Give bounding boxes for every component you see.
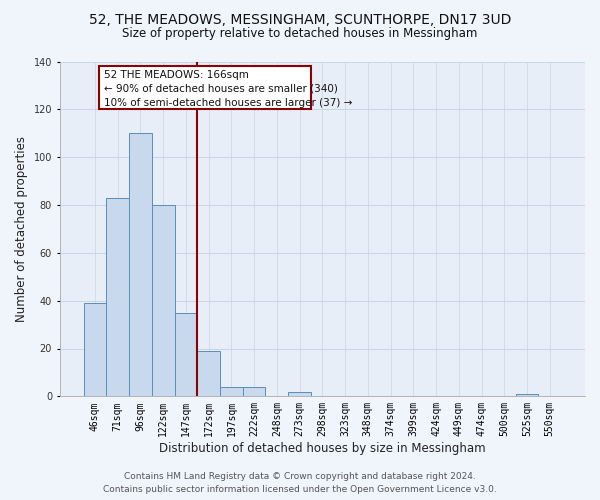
Bar <box>152 205 175 396</box>
Bar <box>129 133 152 396</box>
Bar <box>83 303 106 396</box>
Bar <box>106 198 129 396</box>
Text: 52 THE MEADOWS: 166sqm
← 90% of detached houses are smaller (340)
10% of semi-de: 52 THE MEADOWS: 166sqm ← 90% of detached… <box>104 70 352 108</box>
Bar <box>515 394 538 396</box>
Bar <box>220 387 243 396</box>
FancyBboxPatch shape <box>99 66 311 110</box>
X-axis label: Distribution of detached houses by size in Messingham: Distribution of detached houses by size … <box>159 442 485 455</box>
Bar <box>243 387 265 396</box>
Bar <box>288 392 311 396</box>
Bar <box>175 312 197 396</box>
Bar <box>197 351 220 397</box>
Y-axis label: Number of detached properties: Number of detached properties <box>15 136 28 322</box>
Text: Contains HM Land Registry data © Crown copyright and database right 2024.
Contai: Contains HM Land Registry data © Crown c… <box>103 472 497 494</box>
Text: Size of property relative to detached houses in Messingham: Size of property relative to detached ho… <box>122 28 478 40</box>
Text: 52, THE MEADOWS, MESSINGHAM, SCUNTHORPE, DN17 3UD: 52, THE MEADOWS, MESSINGHAM, SCUNTHORPE,… <box>89 12 511 26</box>
